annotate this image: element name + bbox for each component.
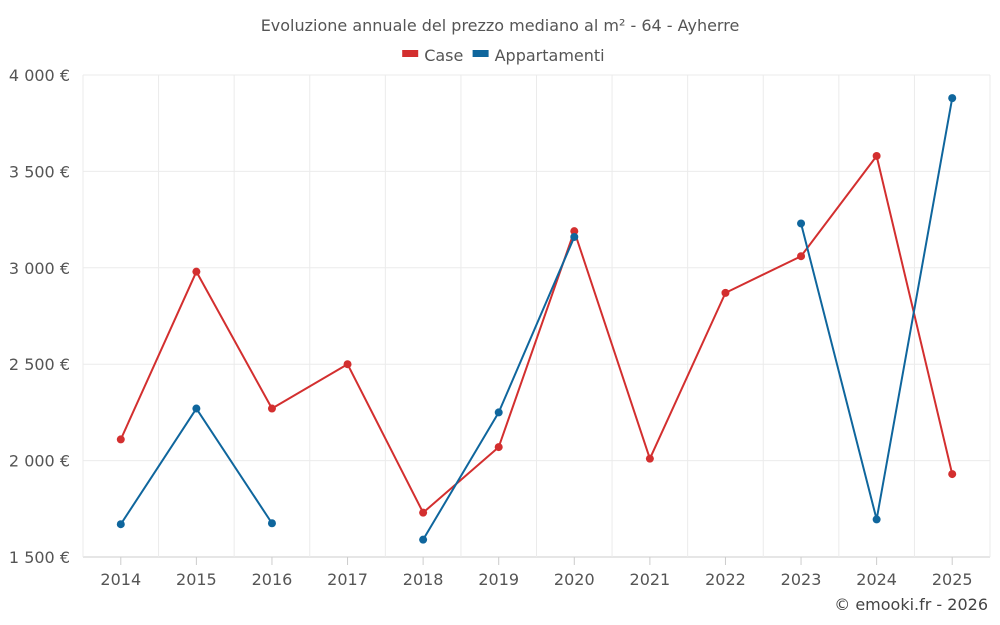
x-gridlines bbox=[82, 75, 991, 557]
legend-label: Case bbox=[424, 46, 463, 65]
y-tick-label: 2 000 € bbox=[9, 452, 70, 471]
legend-swatch bbox=[472, 50, 489, 57]
y-tick-label: 4 000 € bbox=[9, 66, 70, 85]
data-point[interactable] bbox=[116, 520, 125, 529]
x-axis-labels: 2014 2015 2016 2017 2018 2019 2020 2021 2022 2023… bbox=[100, 557, 973, 589]
series-0 bbox=[116, 151, 957, 517]
data-point[interactable] bbox=[343, 360, 352, 369]
y-tick-label: 2 500 € bbox=[9, 355, 70, 374]
x-tick-label: 2017 bbox=[327, 570, 368, 589]
data-point[interactable] bbox=[419, 535, 428, 544]
series-line bbox=[119, 154, 954, 514]
chart-title: Evoluzione annuale del prezzo mediano al… bbox=[261, 16, 740, 35]
legend-item[interactable]: Appartamenti bbox=[472, 46, 605, 65]
data-point[interactable] bbox=[267, 404, 276, 413]
series-layer bbox=[116, 94, 957, 544]
legend-item[interactable]: Case bbox=[402, 46, 463, 65]
data-point[interactable] bbox=[267, 519, 276, 528]
x-tick-label: 2014 bbox=[100, 570, 141, 589]
x-tick-label: 2025 bbox=[932, 570, 973, 589]
x-tick-label: 2022 bbox=[705, 570, 746, 589]
legend: Case Appartamenti bbox=[402, 46, 605, 65]
data-point[interactable] bbox=[872, 515, 881, 524]
data-point[interactable] bbox=[570, 227, 579, 236]
y-tick-label: 3 000 € bbox=[9, 259, 70, 278]
data-point[interactable] bbox=[192, 404, 201, 413]
data-point[interactable] bbox=[494, 443, 503, 452]
legend-swatch bbox=[402, 50, 419, 57]
data-point[interactable] bbox=[948, 94, 957, 103]
data-point[interactable] bbox=[645, 454, 654, 463]
x-tick-label: 2020 bbox=[554, 570, 595, 589]
data-point[interactable] bbox=[797, 252, 806, 261]
data-point[interactable] bbox=[797, 219, 806, 228]
y-tick-label: 1 500 € bbox=[9, 548, 70, 567]
data-point[interactable] bbox=[570, 232, 579, 241]
x-tick-label: 2019 bbox=[478, 570, 519, 589]
legend-label: Appartamenti bbox=[495, 46, 605, 65]
chart-credit: © emooki.fr - 2026 bbox=[834, 595, 988, 614]
data-point[interactable] bbox=[721, 288, 730, 297]
y-axis-labels: 1 500 € 2 000 € 2 500 € 3 000 € 3 500 € 4 000… bbox=[9, 66, 70, 567]
data-point[interactable] bbox=[872, 151, 881, 160]
x-tick-label: 2021 bbox=[630, 570, 671, 589]
data-point[interactable] bbox=[494, 408, 503, 417]
x-tick-label: 2018 bbox=[403, 570, 444, 589]
series-1 bbox=[116, 94, 957, 544]
x-tick-label: 2015 bbox=[176, 570, 217, 589]
series-line bbox=[800, 97, 954, 521]
y-tick-label: 3 500 € bbox=[9, 162, 70, 181]
data-point[interactable] bbox=[948, 470, 957, 479]
x-tick-label: 2023 bbox=[781, 570, 822, 589]
x-tick-label: 2024 bbox=[856, 570, 897, 589]
series-line bbox=[119, 407, 273, 525]
x-tick-label: 2016 bbox=[252, 570, 293, 589]
data-point[interactable] bbox=[116, 435, 125, 444]
data-point[interactable] bbox=[192, 267, 201, 276]
data-point[interactable] bbox=[419, 508, 428, 517]
